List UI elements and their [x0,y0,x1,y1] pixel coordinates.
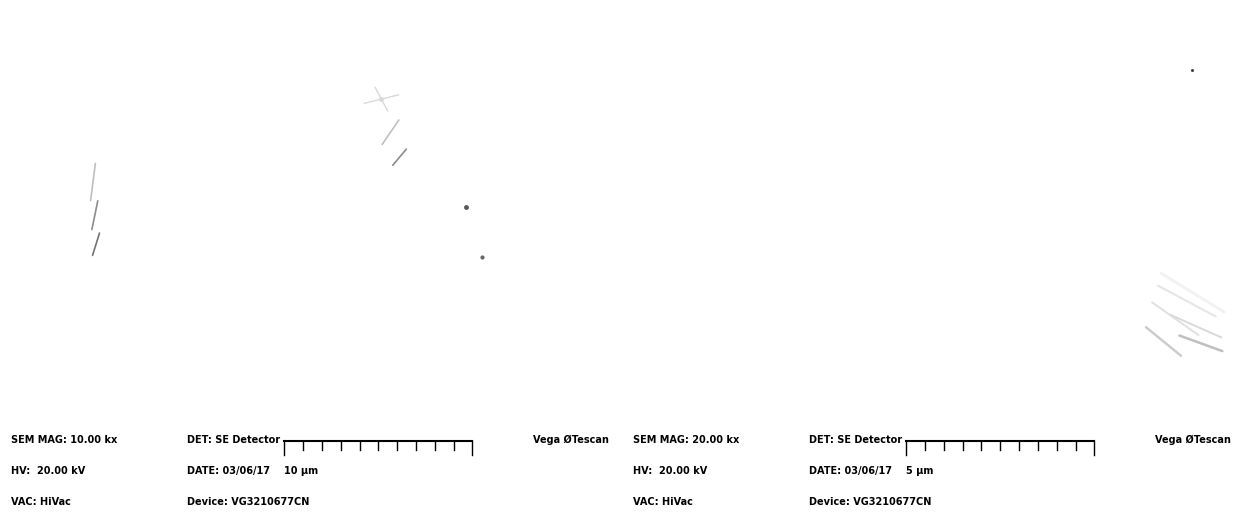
Text: DATE: 03/06/17: DATE: 03/06/17 [187,466,270,476]
Text: Device: VG3210677CN: Device: VG3210677CN [809,497,932,507]
Text: SEM MAG: 20.00 kx: SEM MAG: 20.00 kx [633,435,740,445]
Text: DET: SE Detector: DET: SE Detector [187,435,280,445]
Text: 10 μm: 10 μm [284,466,318,476]
Text: HV:  20.00 kV: HV: 20.00 kV [11,466,85,476]
Text: HV:  20.00 kV: HV: 20.00 kV [633,466,707,476]
Text: VAC: HiVac: VAC: HiVac [11,497,71,507]
Text: VAC: HiVac: VAC: HiVac [633,497,693,507]
Text: Device: VG3210677CN: Device: VG3210677CN [187,497,310,507]
Text: Vega ØTescan: Vega ØTescan [533,435,610,445]
Text: SEM MAG: 10.00 kx: SEM MAG: 10.00 kx [11,435,118,445]
Text: DET: SE Detector: DET: SE Detector [809,435,902,445]
Text: DATE: 03/06/17: DATE: 03/06/17 [809,466,892,476]
Text: Vega ØTescan: Vega ØTescan [1155,435,1232,445]
Text: 5 μm: 5 μm [906,466,933,476]
